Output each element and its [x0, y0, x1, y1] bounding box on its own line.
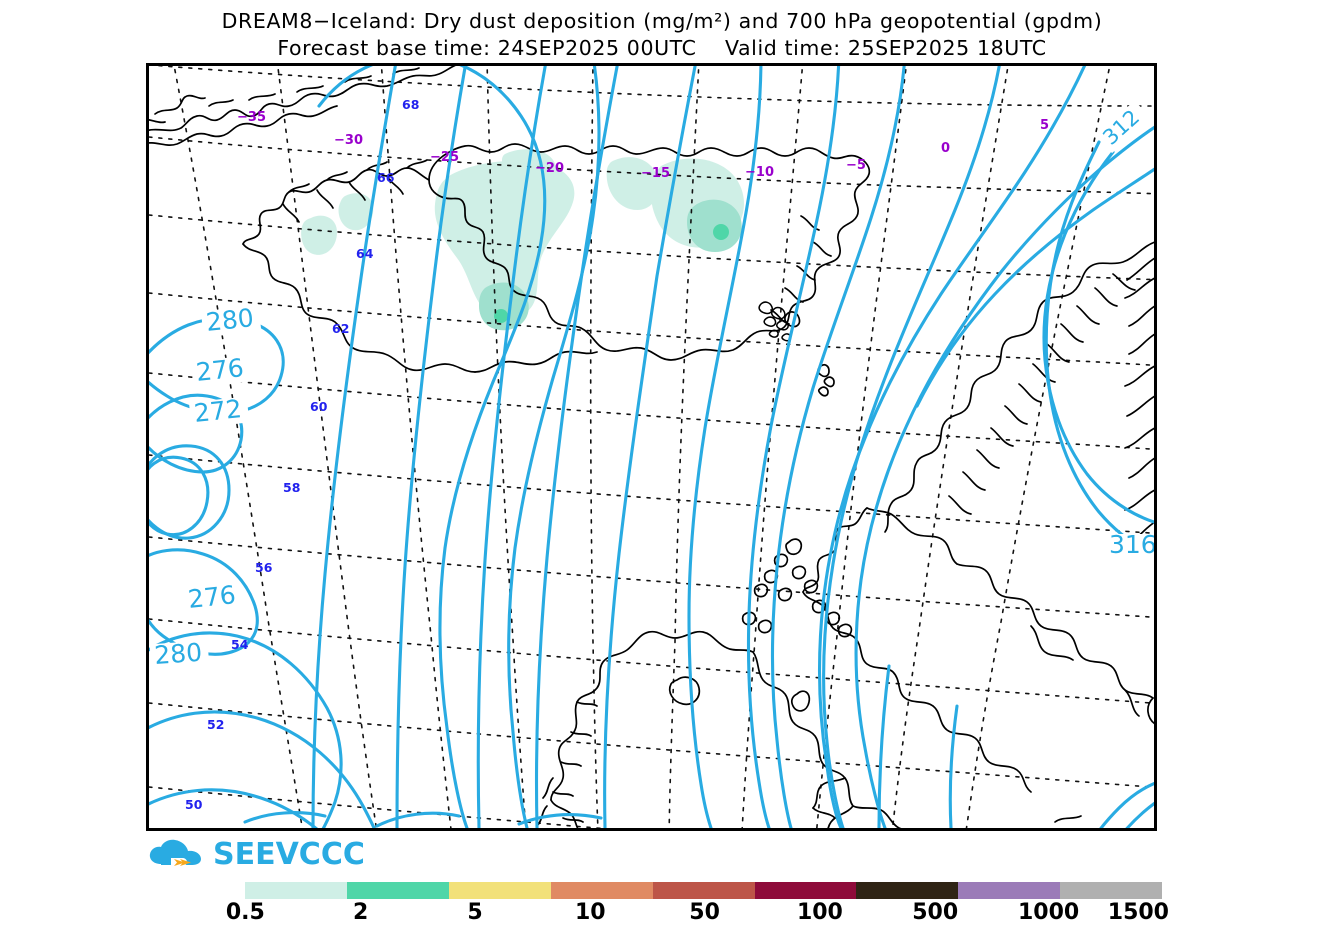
lat-label: 54: [231, 637, 249, 652]
geopotential-labels: 280 276 272 276: [149, 100, 1154, 671]
geopotential-label: 276: [187, 580, 237, 614]
seevccc-logo[interactable]: SEEVCCC: [147, 836, 365, 874]
colorbar-segment: [550, 882, 653, 899]
colorbar-segment: [652, 882, 755, 899]
lon-label: −20: [535, 161, 564, 176]
colorbar-tick-label: 2: [352, 900, 369, 925]
lon-label: −25: [430, 150, 459, 165]
geopotential-contours: [149, 66, 1154, 828]
geopotential-label: 272: [193, 394, 243, 428]
colorbar-tick-label: 5: [467, 900, 483, 925]
geopotential-label: 276: [195, 353, 245, 387]
map-labels: −35 −30 −25 −20 −15 −10 −5 0 5 68 66 64 …: [149, 97, 1154, 812]
geopotential-label: 280: [153, 638, 203, 670]
lat-label: 52: [207, 717, 224, 732]
geopotential-label: 316: [1109, 530, 1154, 559]
map-plot: −35 −30 −25 −20 −15 −10 −5 0 5 68 66 64 …: [149, 66, 1154, 828]
lon-label: 5: [1040, 118, 1049, 133]
colorbar-segment: [347, 882, 450, 899]
page-title: DREAM8−Iceland: Dry dust deposition (mg/…: [0, 8, 1324, 63]
colorbar-segment: [958, 882, 1061, 899]
colorbar-segment: [245, 882, 348, 899]
colorbar-tick-label: 1000: [1017, 900, 1080, 925]
lon-label: 0: [941, 141, 950, 156]
lat-label: 58: [283, 480, 300, 495]
colorbar-segment: [754, 882, 857, 899]
lon-label: −10: [745, 165, 774, 180]
colorbar-strip: [217, 882, 1162, 899]
lat-label: 62: [332, 321, 349, 336]
colorbar-segment: [449, 882, 551, 899]
colorbar-segment-pad: [217, 882, 245, 899]
title-line-1: DREAM8−Iceland: Dry dust deposition (mg/…: [221, 9, 1103, 33]
lat-label: 56: [255, 560, 273, 575]
colorbar-tick-label: 50: [689, 900, 720, 925]
longitude-labels: −35 −30 −25 −20 −15 −10 −5 0 5: [237, 110, 1049, 181]
graticule-grid: [149, 66, 1154, 828]
lat-label: 66: [377, 170, 395, 185]
colorbar: 0.5 2 5 10 50 100 500 1000 1500: [217, 882, 1169, 926]
logo-text: SEEVCCC: [213, 837, 365, 872]
colorbar-tick-label: 0.5: [225, 900, 265, 925]
colorbar-tick-label: 100: [796, 900, 843, 925]
lat-label: 68: [402, 97, 419, 112]
lon-label: −35: [237, 110, 266, 125]
coastlines: [149, 66, 1154, 828]
lon-label: −5: [846, 158, 866, 173]
title-line-2: Forecast base time: 24SEP2025 00UTC Vali…: [277, 36, 1047, 61]
colorbar-tick-label: 500: [912, 900, 959, 925]
colorbar-segment: [856, 882, 959, 899]
lat-label: 60: [310, 399, 328, 414]
lon-label: −15: [641, 166, 670, 181]
lat-label: 50: [185, 797, 203, 812]
cloud-arrow-icon: [149, 839, 201, 866]
colorbar-labels: 0.5 2 5 10 50 100 500 1000 1500: [217, 900, 1169, 926]
lon-label: −30: [334, 133, 363, 148]
lat-label: 64: [356, 246, 374, 261]
colorbar-segment: [1060, 882, 1162, 899]
colorbar-tick-label: 1500: [1107, 900, 1169, 925]
colorbar-tick-label: 10: [574, 900, 606, 925]
map-canvas[interactable]: −35 −30 −25 −20 −15 −10 −5 0 5 68 66 64 …: [146, 63, 1157, 831]
geopotential-label: 280: [205, 303, 255, 337]
latitude-labels: 68 66 64 62 60 58 56 54 52 50: [185, 97, 419, 812]
